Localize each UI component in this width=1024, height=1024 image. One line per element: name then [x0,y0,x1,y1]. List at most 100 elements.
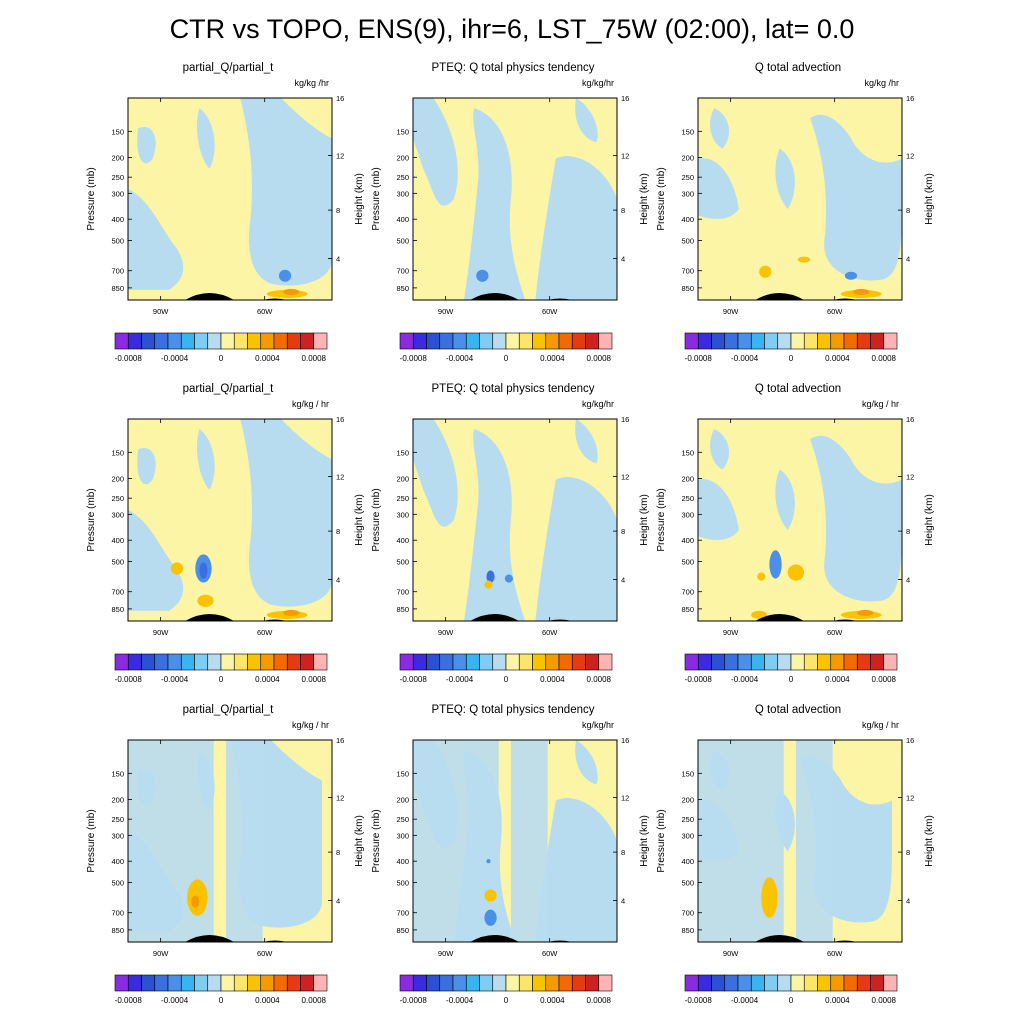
colorbar-swatch [684,653,699,671]
pressure-tick-label: 150 [681,127,694,136]
x-tick-label: 60W [827,628,843,637]
colorbar-label: -0.0008 [685,675,713,684]
colorbar-label: 0 [789,996,794,1005]
height-tick-label: 8 [336,848,340,857]
pressure-tick-label: 200 [681,796,694,805]
colorbar-label: 0 [219,354,224,363]
pressure-tick-label: 250 [681,815,694,824]
pressure-tick-label: 300 [111,510,124,519]
extreme-region [484,580,493,589]
colorbar-swatch [711,653,726,671]
plot-frame [697,97,903,301]
extreme-region [761,877,778,918]
colorbar-label: -0.0008 [115,675,143,684]
colorbar-swatch [830,974,845,992]
colorbar-label: 0.0004 [825,354,850,363]
colorbar-swatch [154,332,169,350]
colorbar-swatch [724,653,739,671]
height-tick-label: 16 [621,415,629,424]
colorbar-swatch [180,332,195,350]
pressure-tick-label: 400 [111,536,124,545]
height-tick-label: 12 [336,473,344,482]
colorbar-swatch [684,974,699,992]
colorbar-label: 0.0008 [587,675,612,684]
height-tick-label: 16 [906,736,914,745]
extreme-region [170,562,184,575]
colorbar-swatch [558,974,573,992]
pressure-tick-label: 400 [681,536,694,545]
height-tick-label: 16 [906,415,914,424]
y-axis-label: Pressure (mb) [656,488,667,551]
x-tick-label: 60W [827,307,843,316]
terrain-profile [755,614,805,621]
y2-axis-label: Height (km) [924,815,935,867]
colorbar-swatch [154,974,169,992]
colorbar-swatch [194,974,209,992]
colorbar-label: 0.0004 [255,354,280,363]
terrain-profile [185,293,235,300]
colorbar-label: -0.0004 [161,354,189,363]
pressure-tick-label: 150 [111,769,124,778]
chart-panel: Q total advection kg/kg / hr 150 200 250 300 4… [655,383,939,684]
colorbar-swatch [399,332,414,350]
x-tick-label: 90W [153,307,169,316]
pressure-tick-label: 300 [681,189,694,198]
height-tick-label: 16 [336,415,344,424]
colorbar-label: 0.0004 [540,354,565,363]
panel-units: kg/kg / hr [861,399,899,409]
negative-region [535,476,617,621]
colorbar-label: 0 [219,675,224,684]
height-tick-label: 12 [621,794,629,803]
colorbar-swatch [532,974,547,992]
panel-units: kg/kg / hr [291,399,329,409]
height-tick-label: 4 [906,897,910,906]
pressure-tick-label: 250 [111,494,124,503]
colorbar-swatch [764,653,779,671]
plot-frame [412,418,618,622]
panel-title: Q total advection [754,704,842,716]
colorbar-label: 0.0008 [872,675,897,684]
colorbar-swatch [300,653,315,671]
height-tick-label: 8 [906,527,910,536]
colorbar-swatch [545,974,560,992]
height-tick-label: 8 [906,206,910,215]
terrain-profile [755,935,805,942]
colorbar-swatch [843,974,858,992]
pressure-tick-label: 700 [396,267,409,276]
pressure-tick-label: 500 [111,236,124,245]
colorbar-swatch [598,653,613,671]
negative-region [240,419,332,607]
colorbar-label: -0.0008 [400,996,428,1005]
chart-panel: partial_Q/partial_t kg/kg /hr 150 200 250 300… [85,62,369,363]
colorbar-label: -0.0008 [115,996,143,1005]
pressure-tick-label: 250 [681,494,694,503]
pressure-tick-label: 850 [681,284,694,293]
panel-units: kg/kg / hr [291,720,329,730]
panel-svg: 150 200 250 300 400 500 700 850 16 12 8 4 90W 60W Pres… [371,415,650,684]
colorbar-swatch [313,332,328,350]
contour-field [413,419,617,621]
pressure-tick-label: 150 [396,127,409,136]
chart-panel: PTEQ: Q total physics tendency kg/kg/hr 15… [370,383,654,684]
colorbar-swatch [465,974,480,992]
negative-region [775,148,795,210]
colorbar-swatch [830,332,845,350]
extreme-region [504,574,513,583]
colorbar-swatch [803,974,818,992]
colorbar-swatch [233,653,248,671]
pressure-tick-label: 200 [111,154,124,163]
height-tick-label: 16 [906,94,914,103]
colorbar-swatch [286,332,301,350]
contour-field [128,419,332,621]
negative-region [710,429,730,470]
pressure-tick-label: 150 [396,769,409,778]
colorbar-label: -0.0008 [400,354,428,363]
colorbar-swatch [870,653,885,671]
colorbar-label: 0 [789,675,794,684]
height-tick-label: 4 [621,897,625,906]
terrain-profile [470,293,520,300]
colorbar-swatch [300,332,315,350]
extreme-region [484,889,497,902]
pressure-tick-label: 850 [396,926,409,935]
colorbar-label: -0.0004 [446,675,474,684]
